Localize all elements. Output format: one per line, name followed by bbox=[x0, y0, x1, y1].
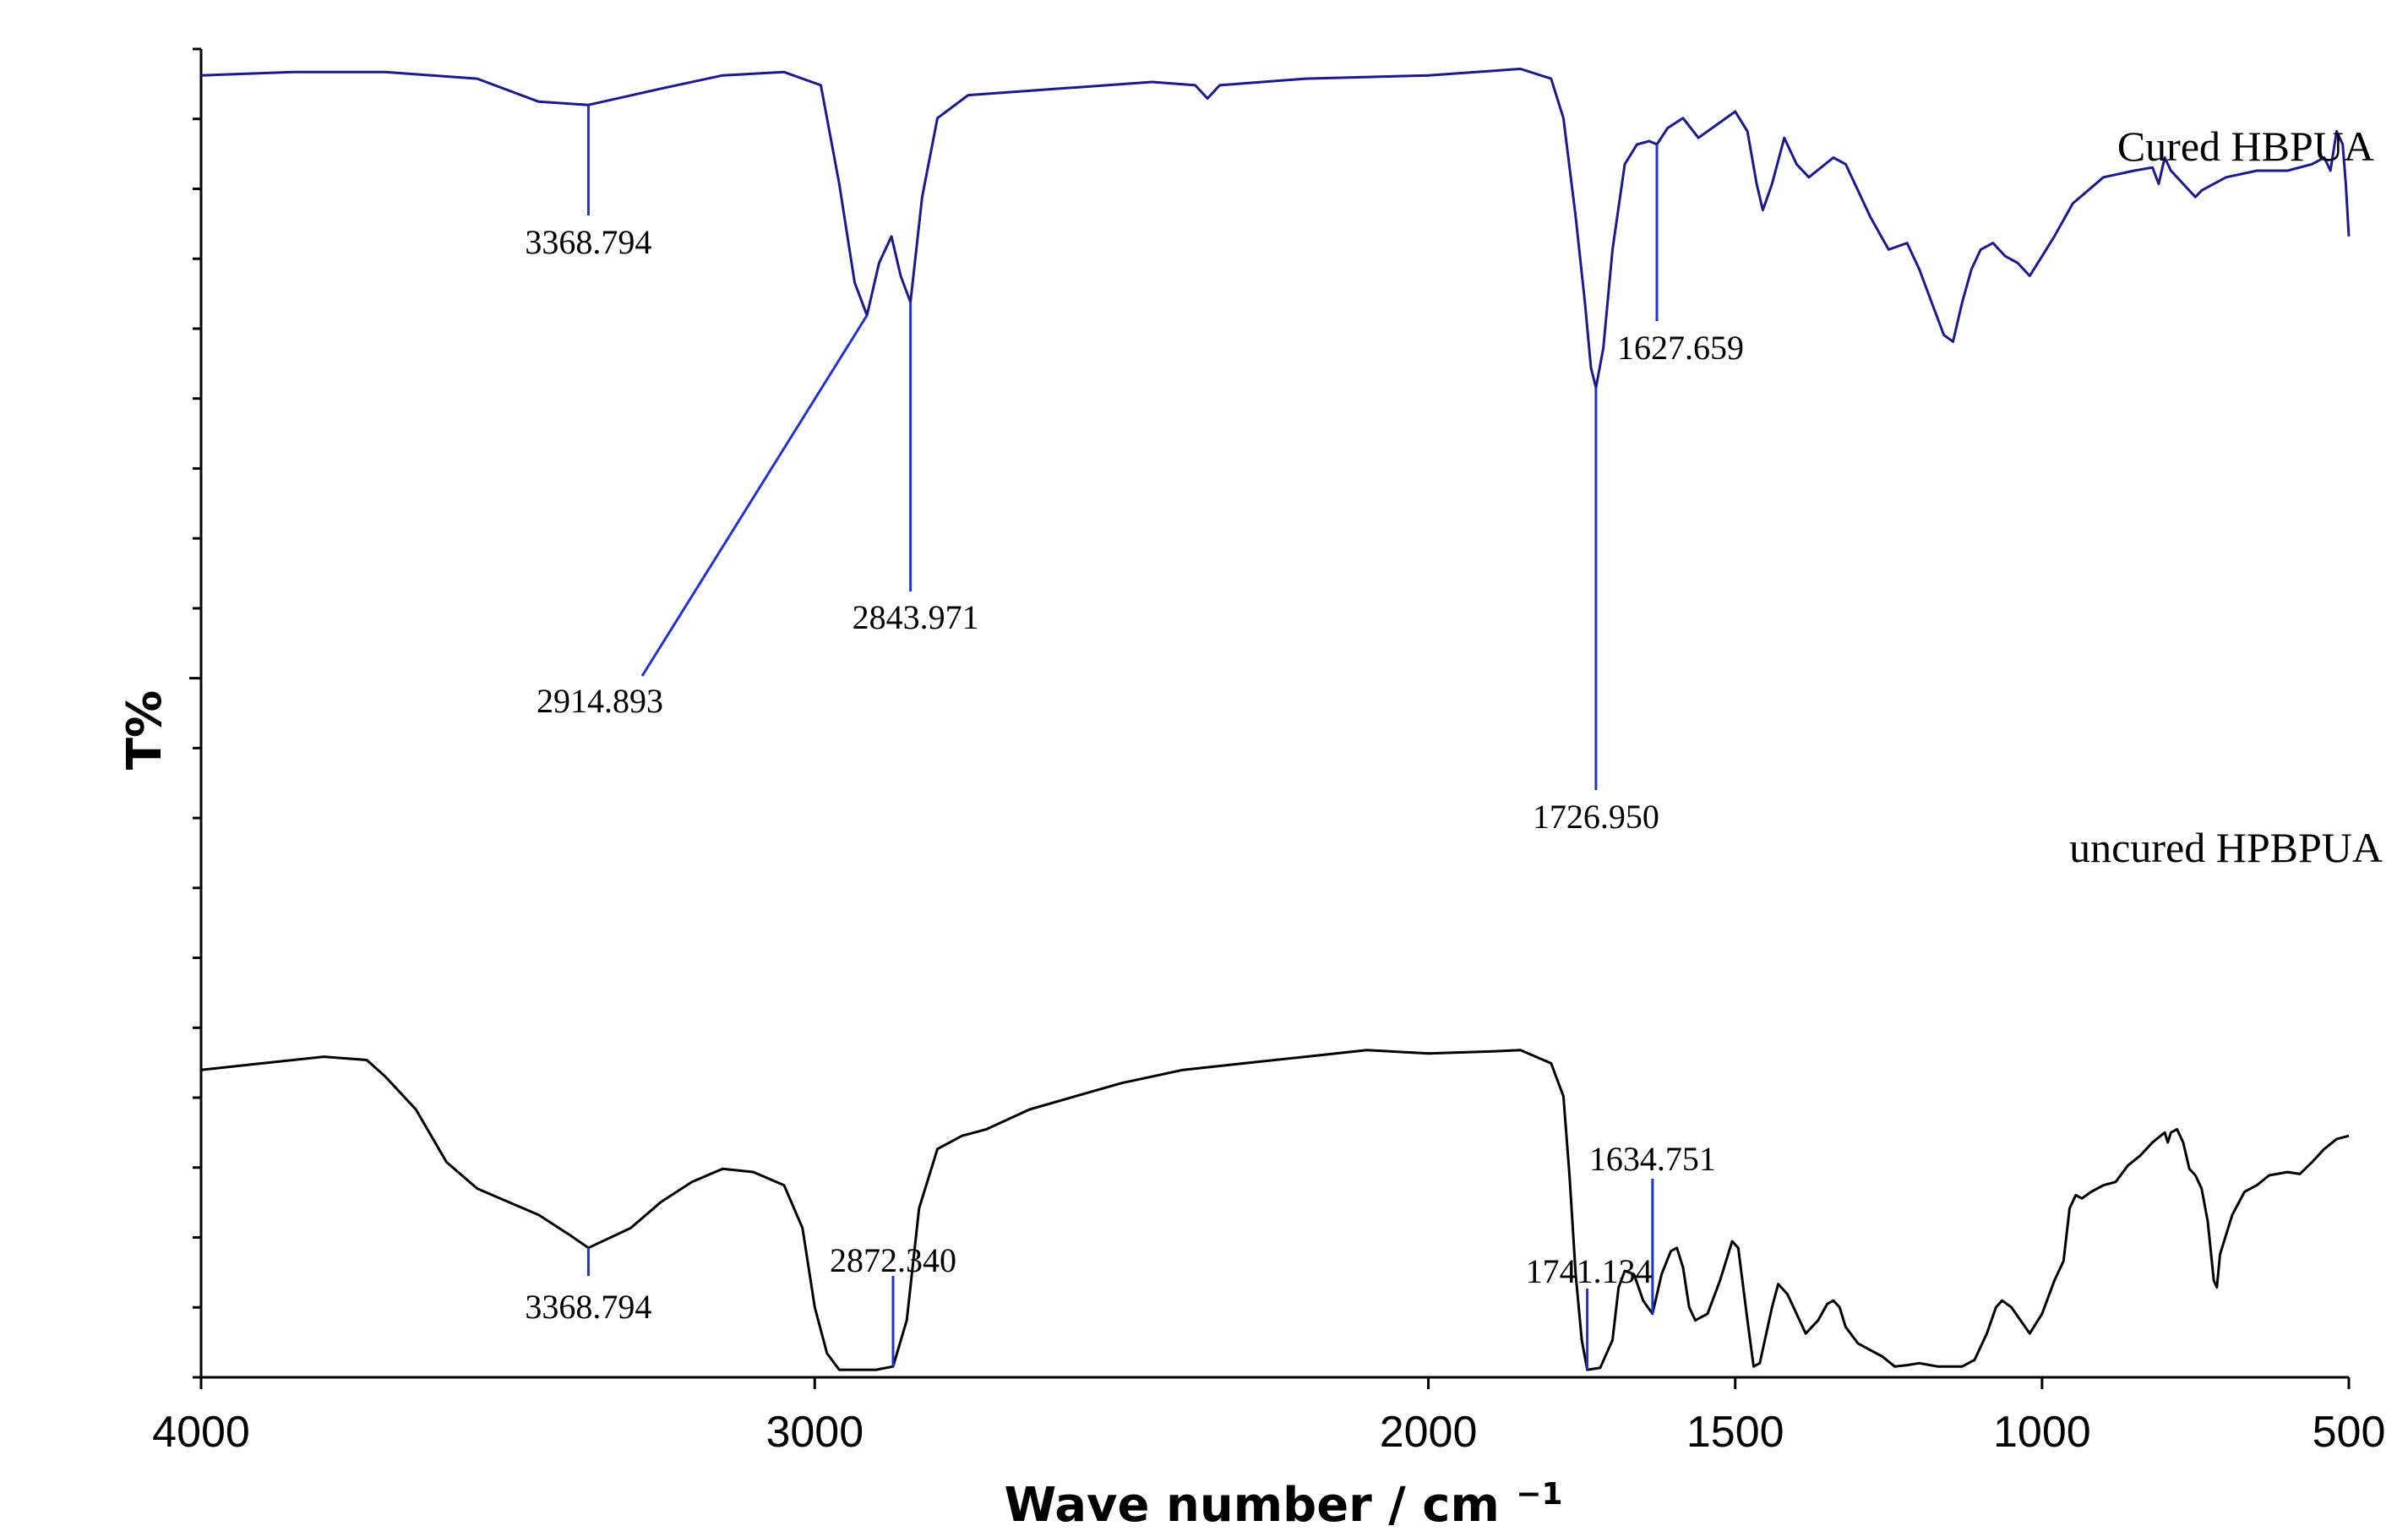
peak-label: 2914.893 bbox=[537, 682, 663, 720]
series-line bbox=[200, 68, 2351, 390]
axes bbox=[189, 47, 2351, 1389]
chart-labels: 4000 3000 2000 1500 1000 500 Wave number / cm … bbox=[117, 123, 2385, 1533]
peak-label: 2872.340 bbox=[830, 1241, 956, 1279]
series-line bbox=[200, 1049, 2350, 1371]
x-tick-label: 1500 bbox=[1686, 1408, 1784, 1457]
x-tick-label: 500 bbox=[2313, 1408, 2386, 1457]
x-tick-label: 1000 bbox=[1993, 1408, 2091, 1457]
spectra-curves bbox=[200, 68, 2351, 1371]
peak-label: 2843.971 bbox=[853, 598, 979, 636]
x-tick-label: 4000 bbox=[152, 1408, 250, 1457]
peak-label: 1627.659 bbox=[1617, 329, 1744, 367]
x-axis-unit-superscript: −1 bbox=[1516, 1477, 1562, 1512]
y-axis-title: T% bbox=[117, 690, 172, 770]
series-label-cured: Cured HBPUA bbox=[2117, 123, 2374, 170]
peak-markers bbox=[586, 105, 1659, 1371]
peak-marker-line bbox=[640, 314, 869, 677]
x-tick-label: 2000 bbox=[1380, 1408, 1478, 1457]
peak-label: 3368.794 bbox=[525, 1288, 651, 1326]
x-tick-label: 3000 bbox=[765, 1408, 864, 1457]
peak-label: 1634.751 bbox=[1589, 1140, 1716, 1178]
peak-label: 3368.794 bbox=[525, 223, 651, 261]
peak-label: 1741.134 bbox=[1526, 1252, 1653, 1290]
peak-label: 1726.950 bbox=[1533, 798, 1659, 836]
series-label-uncured: uncured HPBPUA bbox=[2069, 824, 2383, 871]
x-axis-title: Wave number / cm −1 bbox=[1004, 1477, 1562, 1534]
